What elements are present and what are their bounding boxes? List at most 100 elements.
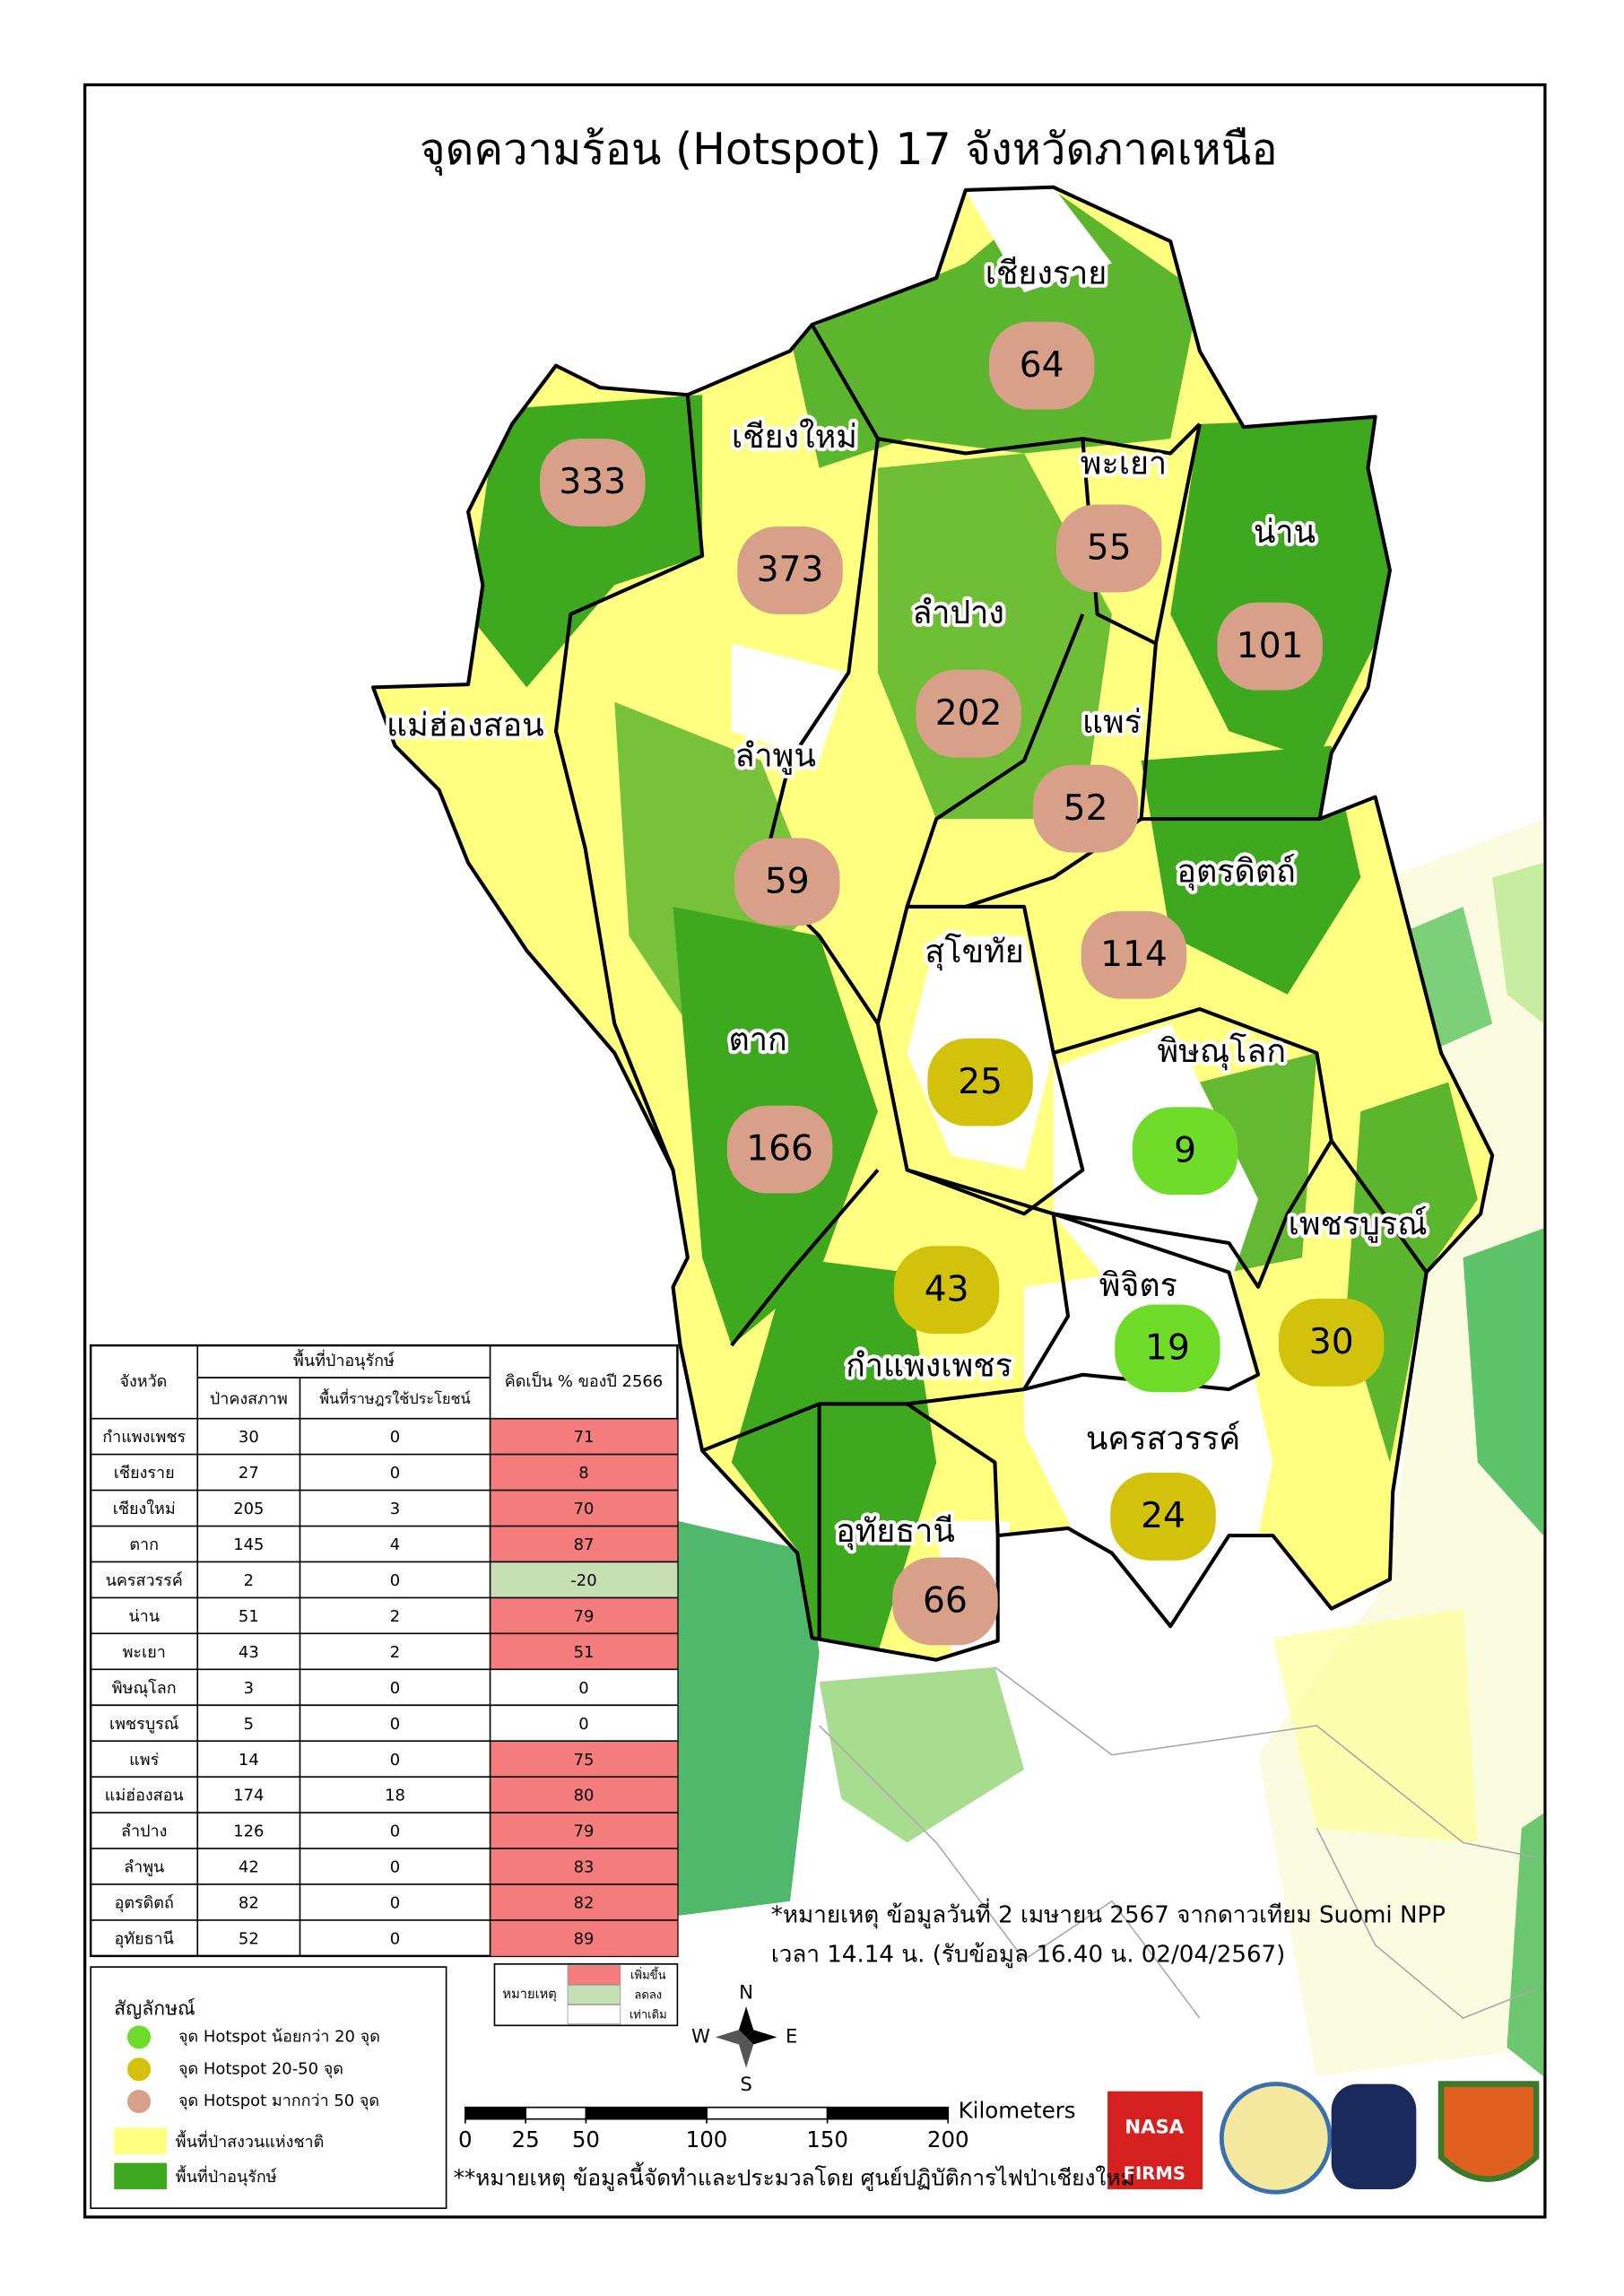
table-cell: 205 [233, 1500, 264, 1518]
hotspot-bubble [1110, 1472, 1216, 1561]
compass-w: W [691, 2024, 710, 2047]
legend-symbol [126, 2057, 152, 2082]
legend-title: สัญลักษณ์ [114, 1996, 195, 2019]
province-name: ลำปาง [912, 595, 1004, 631]
table-header: พื้นที่ป่าอนุรักษ์ [293, 1349, 395, 1370]
table-cell: 14 [239, 1751, 259, 1770]
table-cell: 70 [574, 1500, 595, 1518]
map-title: จุดความร้อน (Hotspot) 17 จังหวัดภาคเหนือ [420, 124, 1278, 176]
table-cell: 0 [390, 1858, 400, 1877]
table-cell: 75 [574, 1751, 595, 1770]
compass-s: S [740, 2073, 751, 2095]
table-cell: น่าน [128, 1607, 160, 1626]
province-name: พะเยา [1081, 446, 1167, 483]
table-cell: แพร่ [129, 1751, 159, 1770]
table-cell: 71 [574, 1428, 595, 1447]
scale-tick-label: 150 [806, 2126, 848, 2152]
scale-segment [706, 2106, 829, 2120]
table-cell: 80 [574, 1787, 595, 1805]
hotspot-count: 19 [1145, 1328, 1190, 1369]
percent-cell [490, 1848, 678, 1884]
logo-text: NASA [1125, 2115, 1184, 2137]
table-cell: 0 [578, 1679, 588, 1698]
note: *หมายเหตุ ข้อมูลวันที่ 2 เมษายน 2567 จาก… [771, 1899, 1446, 1929]
scale-tick-label: 0 [458, 2126, 473, 2152]
legend-swatch [114, 2162, 167, 2189]
hotspot-count: 59 [765, 861, 810, 901]
table-cell: 87 [574, 1535, 595, 1554]
percent-cell [490, 1705, 678, 1742]
scale-tick-label: 100 [686, 2126, 728, 2152]
hotspot-count: 52 [1064, 788, 1108, 829]
province-name: เพชรบูรณ์ [1289, 1205, 1428, 1242]
province-name: น่าน [1254, 514, 1316, 551]
hotspot-bubble [893, 1246, 1000, 1335]
change-swatch [567, 1965, 621, 1986]
table-cell: -20 [570, 1571, 596, 1590]
hotspot-count: 55 [1087, 528, 1132, 569]
table-cell: 52 [239, 1930, 259, 1949]
table-cell: 79 [574, 1822, 595, 1841]
hotspot-count: 43 [925, 1269, 969, 1309]
table-header: คิดเป็น % ของปี 2566 [505, 1370, 663, 1391]
legend-symbol [126, 2025, 152, 2049]
table-cell: เชียงราย [114, 1464, 175, 1483]
hotspot-count: 64 [1020, 345, 1064, 386]
table-cell: ลำปาง [121, 1822, 167, 1841]
hotspot-bubble [892, 1557, 998, 1646]
hotspot-count: 333 [559, 462, 626, 502]
table-cell: 0 [390, 1428, 400, 1447]
legend-swatch [114, 2127, 167, 2154]
table-cell: 2 [244, 1571, 254, 1590]
percent-cell [490, 1741, 678, 1778]
table-cell: 79 [574, 1607, 595, 1626]
scale-unit: Kilometers [959, 2098, 1076, 2124]
legend-label: พื้นที่ป่าสงวนแห่งชาติ [176, 2130, 325, 2152]
province-name: พิษณุโลก [1158, 1032, 1287, 1070]
table-cell: 27 [239, 1464, 259, 1483]
table-header: พื้นที่ราษฎรใช้ประโยชน์ [319, 1387, 471, 1407]
hotspot-count: 202 [935, 693, 1003, 734]
scale-segment [585, 2106, 708, 2120]
hotspot-bubble [1217, 602, 1323, 691]
table-cell: พิษณุโลก [112, 1678, 177, 1698]
table-header: จังหวัด [119, 1372, 167, 1391]
percent-cell [490, 1490, 678, 1526]
table-cell: 82 [574, 1894, 595, 1913]
hotspot-bubble [1032, 764, 1139, 853]
table-cell: 0 [390, 1930, 400, 1949]
percent-cell [490, 1418, 678, 1455]
hotspot-bubble [540, 439, 646, 527]
province-name: แม่ฮ่องสอน [386, 707, 544, 744]
province-name: เชียงใหม่ [732, 418, 857, 456]
table-cell: นครสวรรค์ [106, 1571, 183, 1590]
hotspot-bubble [988, 321, 1095, 410]
table-cell: 83 [574, 1858, 595, 1877]
percent-cell [490, 1813, 678, 1849]
table-cell: อุตรดิตถ์ [115, 1894, 174, 1913]
table-cell: 0 [390, 1715, 400, 1734]
change-label: เท่าเดิม [630, 2008, 667, 2022]
logos [1107, 2081, 1540, 2195]
hotspot-count: 166 [746, 1129, 813, 1170]
table-cell: 126 [233, 1822, 264, 1841]
table-cell: 89 [574, 1930, 595, 1949]
percent-cell [490, 1526, 678, 1562]
compass-n: N [739, 1980, 753, 2003]
percent-cell [490, 1669, 678, 1706]
table-cell: 82 [239, 1894, 259, 1913]
province-name: กำแพงเพชร [846, 1348, 1012, 1385]
table-cell: 0 [390, 1571, 400, 1590]
table-cell: 42 [239, 1858, 259, 1877]
legend-symbol [126, 2090, 152, 2114]
percent-cell [490, 1777, 678, 1813]
hotspot-count: 114 [1100, 935, 1168, 975]
table-cell: อุทัยธานี [115, 1930, 174, 1949]
province-name: สุโขทัย [925, 933, 1023, 970]
scale-tick-label: 50 [572, 2126, 600, 2152]
scale-tick-label: 200 [927, 2126, 969, 2152]
table-cell: 174 [233, 1787, 264, 1805]
percent-cell [490, 1561, 678, 1598]
scale-segment [465, 2106, 526, 2120]
